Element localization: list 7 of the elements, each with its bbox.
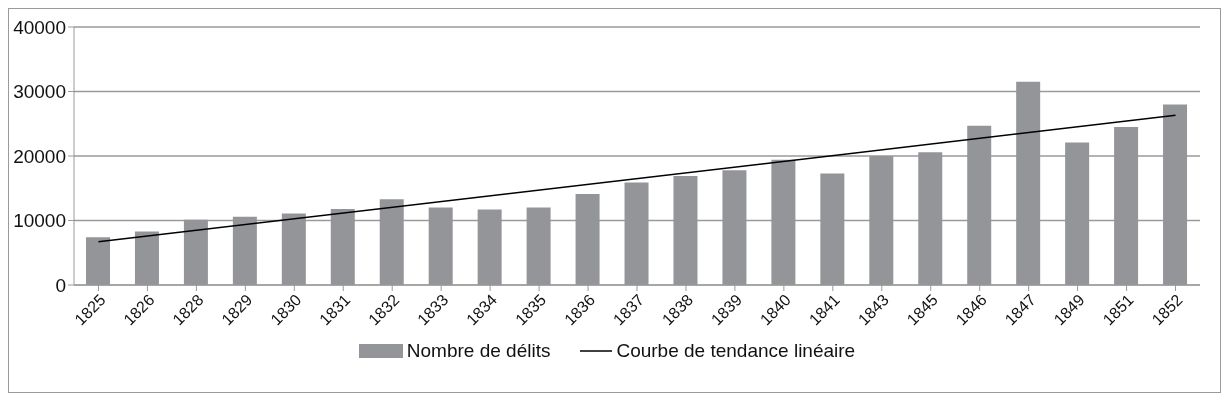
legend-label: Nombre de délits [406, 340, 551, 362]
y-tick-label: 10000 [13, 210, 66, 232]
y-tick-label: 30000 [13, 81, 66, 103]
y-tick-label: 40000 [13, 16, 66, 38]
y-tick-label: 0 [55, 274, 66, 296]
legend-label: Courbe de tendance linéaire [616, 340, 856, 362]
y-tick-label: 20000 [13, 145, 66, 167]
